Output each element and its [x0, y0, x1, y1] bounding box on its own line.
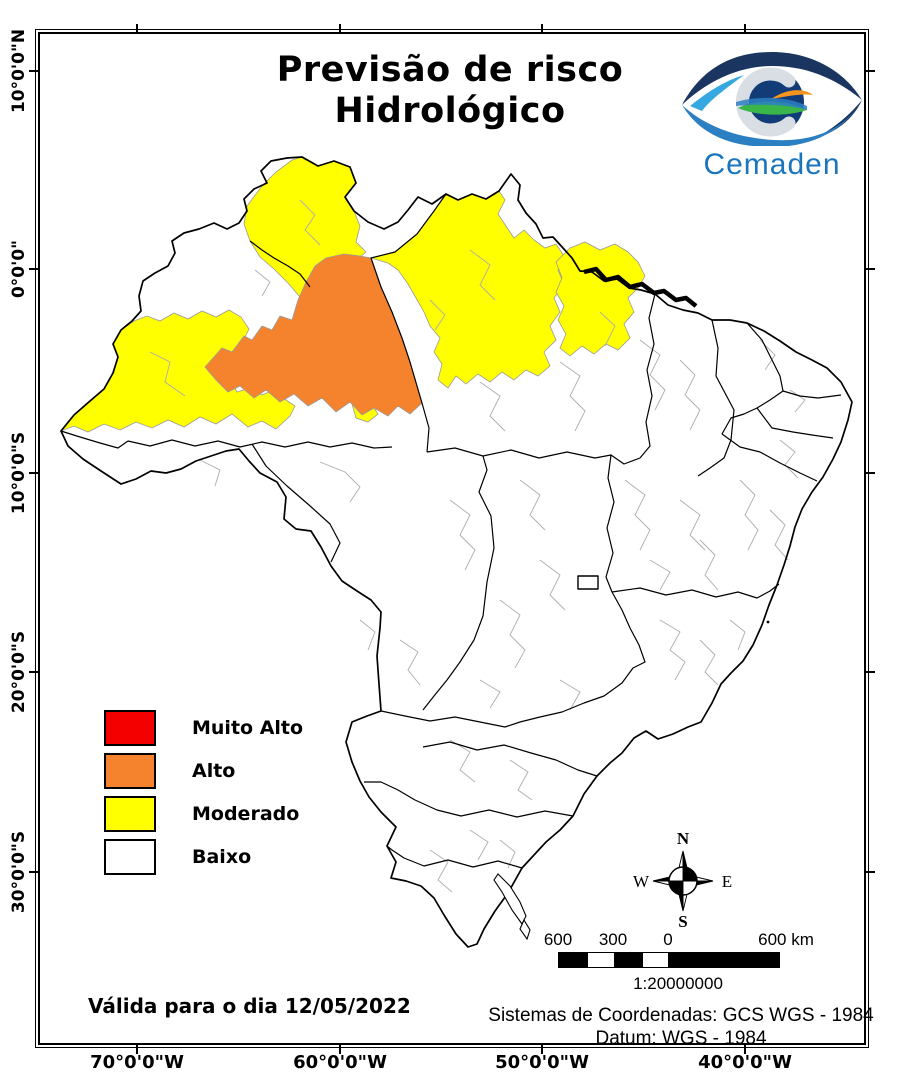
compass-w-label: W — [632, 872, 650, 891]
legend-swatch-muito-alto — [104, 710, 156, 746]
scale-label-0: 0 — [663, 930, 673, 949]
cemaden-logo-text: Cemaden — [703, 148, 841, 181]
lat-tick — [29, 871, 38, 873]
cemaden-logo: Cemaden — [676, 50, 868, 182]
legend-swatch-alto — [104, 753, 156, 789]
scale-segment — [642, 953, 669, 967]
lat-tick — [29, 671, 38, 673]
coordinate-system-line1: Sistemas de Coordenadas: GCS WGS - 1984 — [488, 1005, 874, 1026]
brazil-border — [60, 156, 853, 948]
map-title: Previsão de risco Hidrológico — [190, 50, 710, 132]
microregion-boundaries — [149, 199, 806, 893]
coordinate-system-line2: Datum: WGS - 1984 — [595, 1028, 767, 1049]
lat-label: 0°0'0" — [9, 239, 29, 299]
lon-label: 50°0'0"W — [495, 1052, 589, 1073]
lat-tick — [29, 70, 38, 72]
lon-label: 40°0'0"W — [698, 1052, 792, 1073]
scale-segment — [614, 953, 642, 967]
lon-label: 70°0'0"W — [90, 1052, 184, 1073]
lat-tick — [866, 268, 875, 270]
lon-tick — [339, 24, 341, 33]
scale-segment — [587, 953, 614, 967]
legend-swatch-baixo — [104, 839, 156, 875]
lon-label: 60°0'0"W — [293, 1052, 387, 1073]
lat-label: 20°0'0"S — [9, 630, 29, 714]
lat-label: 10°0'0"N — [9, 28, 29, 114]
lon-tick — [339, 1045, 341, 1054]
lagoa-mirim — [519, 918, 531, 941]
coastal-island-dot — [766, 620, 770, 624]
legend-label-muito-alto: Muito Alto — [192, 717, 304, 739]
map-title-line2: Hidrológico — [334, 91, 566, 131]
risk-region-northeast-para — [555, 241, 646, 357]
scale-ratio: 1:20000000 — [633, 974, 723, 993]
brazil-risk-map — [59, 156, 853, 948]
lat-label: 30°0'0"S — [9, 830, 29, 914]
coordinate-system-note: Sistemas de Coordenadas: GCS WGS - 1984 … — [488, 1004, 874, 1050]
lat-tick — [29, 472, 38, 474]
lon-tick — [136, 24, 138, 33]
compass-e-label: E — [721, 872, 733, 891]
lat-label: 10°0'0"S — [9, 431, 29, 515]
compass-n-label: N — [676, 829, 690, 848]
lat-tick — [29, 268, 38, 270]
lon-tick — [744, 1045, 746, 1054]
legend-label-alto: Alto — [192, 760, 236, 782]
lat-tick — [866, 871, 875, 873]
legend-label-moderado: Moderado — [192, 803, 300, 825]
scale-segment — [669, 953, 779, 967]
scale-bar — [558, 952, 780, 968]
lat-tick — [866, 472, 875, 474]
compass-rose-icon — [652, 850, 714, 912]
scale-segment — [559, 953, 587, 967]
cemaden-eye-icon — [682, 52, 862, 146]
risk-region-north-central — [369, 190, 565, 389]
lat-tick — [866, 671, 875, 673]
scale-label-300: 300 — [598, 930, 628, 949]
lon-tick — [541, 24, 543, 33]
legend-swatch-moderado — [104, 796, 156, 832]
lon-tick — [541, 1045, 543, 1054]
compass-s-label: S — [678, 912, 688, 931]
risk-region-west-amazonas — [59, 309, 296, 433]
lon-tick — [136, 1045, 138, 1054]
state-boundaries — [60, 193, 842, 869]
map-title-line1: Previsão de risco — [276, 50, 624, 90]
lat-tick — [866, 70, 875, 72]
scale-label-600-km: 600 km — [758, 930, 814, 949]
lon-tick — [744, 24, 746, 33]
amazon-mouth-coast — [583, 266, 698, 308]
legend-label-baixo: Baixo — [192, 846, 252, 868]
validity-note: Válida para o dia 12/05/2022 — [88, 994, 411, 1018]
scale-label-600-left: 600 — [543, 930, 573, 949]
